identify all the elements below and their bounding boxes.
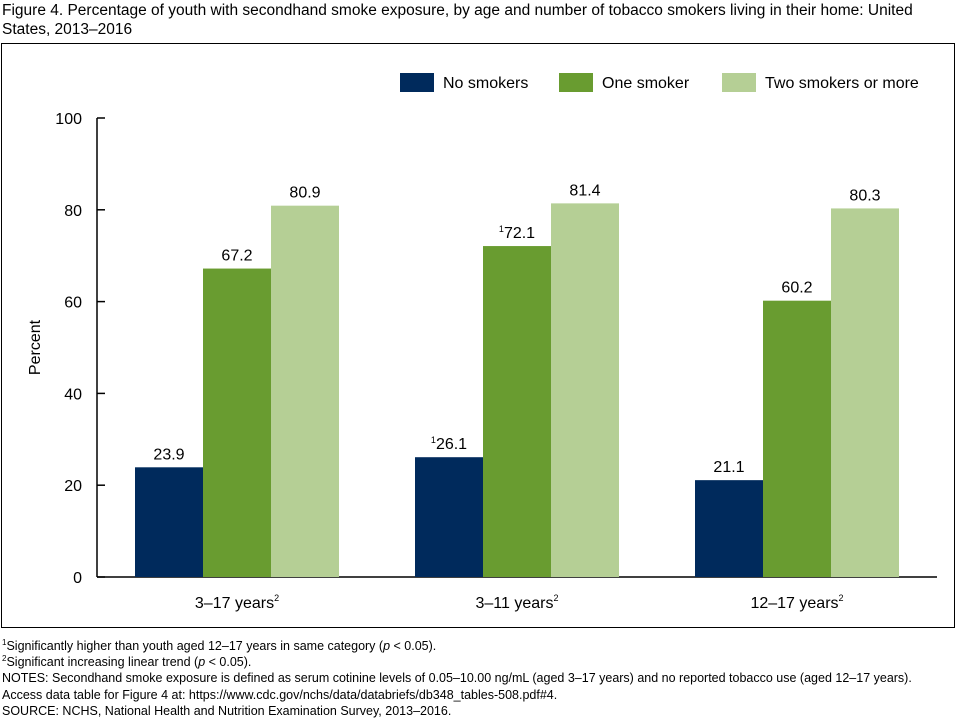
- bar-value-label: 80.9: [289, 185, 320, 202]
- bar: [135, 467, 203, 577]
- footnotes: 1Significantly higher than youth aged 12…: [2, 638, 952, 719]
- chart-frame: 0 20 40 60 80 100 Percent 23.9 67.2 80.9 3–17 year…: [1, 43, 955, 628]
- y-tick-label: 20: [64, 478, 82, 495]
- y-tick-label: 40: [64, 386, 82, 403]
- footnote-1-marker: 1: [2, 638, 7, 647]
- x-tick-label: 3–17 years2: [195, 593, 279, 612]
- bar: [695, 480, 763, 577]
- x-tick-label: 12–17 years2: [750, 593, 843, 612]
- y-tick-label: 0: [73, 570, 82, 587]
- x-tick-label: 3–11 years2: [476, 593, 559, 612]
- bar-value-label: 23.9: [153, 446, 184, 463]
- bar: [763, 300, 831, 577]
- bar-value-label: 21.1: [713, 459, 744, 476]
- bar-value-label: 126.1: [431, 435, 467, 453]
- bar-value-label: 81.4: [569, 182, 600, 199]
- legend-swatch: [722, 73, 756, 92]
- bar: [831, 208, 899, 577]
- footnote-2-text-end: < 0.05).: [205, 655, 252, 670]
- y-tick-label: 60: [64, 295, 82, 312]
- bar-value-label: 80.3: [849, 187, 880, 204]
- bar: [483, 246, 551, 577]
- footnote-1-italic: p: [383, 639, 391, 653]
- footnote-1: 1Significantly higher than youth aged 12…: [2, 638, 952, 654]
- legend-label: Two smokers or more: [765, 75, 919, 92]
- footnote-1-text: Significantly higher than youth aged 12–…: [6, 639, 384, 653]
- legend-swatch: [400, 73, 434, 92]
- bar-chart: 0 20 40 60 80 100 Percent 23.9 67.2 80.9 3–17 year…: [27, 73, 937, 612]
- y-tick-label: 100: [55, 111, 82, 128]
- bar: [271, 205, 339, 577]
- bar: [203, 268, 271, 577]
- footnote-2-text: Significant increasing linear trend (: [6, 655, 199, 670]
- source-text: SOURCE: NCHS, National Health and Nutrit…: [2, 703, 452, 718]
- bar: [415, 457, 483, 577]
- y-axis-label: Percent: [27, 319, 44, 375]
- footnote-2: 2Significant increasing linear trend (p …: [2, 654, 952, 670]
- legend-label: One smoker: [602, 75, 690, 92]
- legend-label: No smokers: [443, 75, 528, 92]
- notes-text: NOTES: Secondhand smoke exposure is defi…: [2, 671, 912, 702]
- bar: [551, 203, 619, 577]
- bar-value-label: 172.1: [499, 224, 535, 242]
- bar-value-label: 67.2: [221, 248, 252, 265]
- footnote-2-italic: p: [198, 655, 206, 670]
- footnote-2-marker: 2: [2, 654, 7, 664]
- bar-value-label: 60.2: [781, 280, 812, 297]
- figure-title: Figure 4. Percentage of youth with secon…: [2, 2, 913, 38]
- footnote-1-text-end: < 0.05).: [390, 639, 437, 653]
- y-tick-label: 80: [64, 203, 82, 220]
- legend-swatch: [559, 73, 593, 92]
